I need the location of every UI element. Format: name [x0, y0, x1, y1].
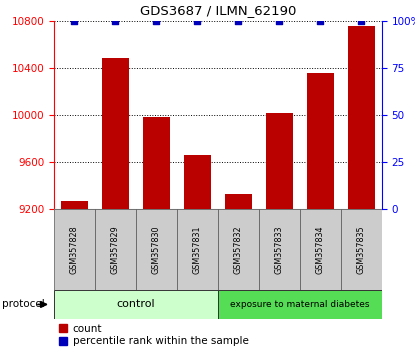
Bar: [307, 73, 334, 209]
Text: GSM357830: GSM357830: [152, 225, 161, 274]
Text: protocol: protocol: [2, 299, 45, 309]
Title: GDS3687 / ILMN_62190: GDS3687 / ILMN_62190: [140, 4, 296, 17]
Bar: [259, 209, 300, 290]
Bar: [225, 194, 251, 209]
Bar: [95, 209, 136, 290]
Text: GSM357829: GSM357829: [111, 225, 120, 274]
Point: [235, 18, 242, 24]
Text: exposure to maternal diabetes: exposure to maternal diabetes: [230, 300, 370, 309]
Bar: [54, 290, 218, 319]
Bar: [177, 209, 218, 290]
Bar: [184, 155, 211, 209]
Bar: [348, 26, 375, 209]
Point: [153, 18, 160, 24]
Bar: [218, 209, 259, 290]
Bar: [341, 209, 382, 290]
Bar: [102, 58, 129, 209]
Point: [112, 18, 119, 24]
Point: [71, 18, 78, 24]
Legend: count, percentile rank within the sample: count, percentile rank within the sample: [59, 324, 249, 347]
Bar: [61, 201, 88, 209]
Bar: [136, 209, 177, 290]
Point: [194, 18, 201, 24]
Text: GSM357834: GSM357834: [316, 225, 325, 274]
Bar: [266, 113, 293, 209]
Text: GSM357833: GSM357833: [275, 225, 284, 274]
Point: [276, 18, 283, 24]
Point: [317, 18, 324, 24]
Point: [358, 18, 365, 24]
Text: GSM357831: GSM357831: [193, 225, 202, 274]
Text: GSM357832: GSM357832: [234, 225, 243, 274]
Bar: [218, 290, 382, 319]
Text: GSM357835: GSM357835: [357, 225, 366, 274]
Bar: [143, 118, 170, 209]
Text: control: control: [117, 299, 155, 309]
Bar: [300, 209, 341, 290]
Text: GSM357828: GSM357828: [70, 225, 79, 274]
Bar: [54, 209, 95, 290]
